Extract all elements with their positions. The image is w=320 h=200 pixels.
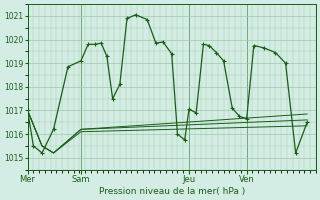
X-axis label: Pression niveau de la mer( hPa ): Pression niveau de la mer( hPa )	[99, 187, 245, 196]
